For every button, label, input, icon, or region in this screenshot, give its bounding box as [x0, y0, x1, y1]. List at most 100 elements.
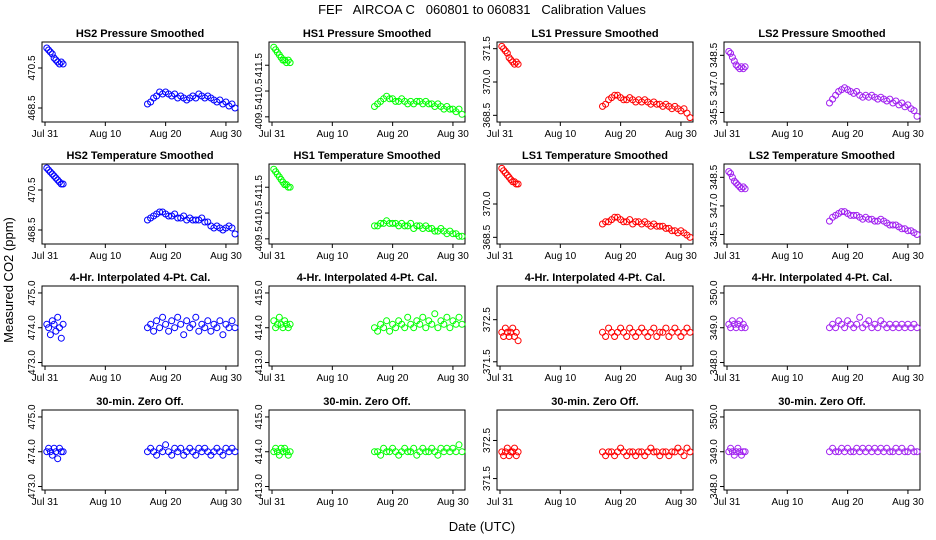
x-tick-label: Aug 10: [316, 129, 348, 140]
data-point: [503, 328, 511, 336]
y-tick-label: 414.0: [254, 315, 265, 340]
data-point: [455, 313, 463, 321]
plot-frame: [41, 41, 239, 123]
data-point: [509, 448, 517, 456]
y-tick-label: 371.5: [482, 349, 493, 374]
series-late: [371, 310, 466, 335]
data-point: [653, 100, 661, 108]
data-point: [617, 324, 625, 332]
data-point: [608, 328, 616, 336]
x-tick-label: Aug 10: [316, 373, 348, 384]
data-point: [45, 324, 53, 332]
data-point: [231, 104, 239, 112]
y-tick-label: 409.5: [254, 104, 265, 129]
panel-grid: HS2 Pressure Smoothed Jul 31 Aug 10 Aug 20 A…: [27, 28, 924, 508]
data-point: [741, 448, 749, 456]
panel-title: 30-min. Zero Off.: [551, 396, 638, 408]
data-point: [611, 213, 619, 221]
panel-12: 4-Hr. Interpolated 4-Pt. Cal. Jul 31 Aug 1…: [709, 272, 924, 384]
data-point: [741, 63, 749, 71]
plot-frame: [268, 163, 466, 245]
series-early: [725, 168, 749, 193]
y-tick-label: 473.0: [27, 474, 38, 499]
x-tick-label: Jul 31: [714, 373, 741, 384]
data-point: [413, 97, 421, 105]
data-point: [286, 320, 294, 328]
y-tick-label: 349.0: [709, 315, 720, 340]
data-point: [889, 221, 897, 229]
data-point: [898, 225, 906, 233]
y-tick-label: 415.0: [254, 280, 265, 305]
data-point: [455, 441, 463, 449]
x-tick-label: Aug 20: [377, 129, 409, 140]
series-early: [725, 48, 749, 73]
data-point: [838, 208, 846, 216]
series-late: [144, 441, 239, 459]
data-point: [213, 324, 221, 332]
x-tick-label: Aug 30: [210, 497, 242, 508]
series-early: [43, 313, 67, 342]
data-point: [446, 324, 454, 332]
series-early: [270, 43, 294, 67]
data-point: [727, 49, 735, 57]
x-tick-label: Aug 20: [150, 497, 182, 508]
series-early: [498, 42, 522, 68]
data-point: [219, 451, 227, 459]
series-late: [599, 324, 694, 340]
data-point: [286, 448, 294, 456]
y-tick-label: 350.0: [709, 404, 720, 429]
data-point: [425, 100, 433, 108]
plot-frame: [496, 41, 694, 123]
data-point: [284, 324, 292, 332]
data-point: [738, 185, 745, 193]
data-point: [458, 110, 466, 118]
series-early: [498, 164, 522, 188]
data-point: [455, 105, 463, 113]
data-point: [512, 328, 520, 336]
data-point: [725, 448, 733, 456]
plot-frame: [496, 409, 694, 491]
data-point: [602, 218, 610, 226]
x-tick-label: Jul 31: [32, 129, 59, 140]
data-point: [275, 313, 283, 321]
x-tick-label: Aug 10: [89, 251, 121, 262]
data-point: [45, 166, 53, 174]
data-point: [913, 448, 921, 456]
data-point: [45, 46, 53, 54]
data-point: [392, 324, 400, 332]
data-point: [177, 320, 185, 328]
data-point: [650, 448, 658, 456]
data-point: [503, 444, 511, 452]
data-point: [505, 333, 513, 340]
data-point: [498, 42, 506, 50]
y-tick-label: 475.0: [27, 404, 38, 429]
data-point: [446, 105, 454, 113]
panel-title: 30-min. Zero Off.: [323, 396, 410, 408]
data-point: [635, 328, 643, 336]
x-tick-label: Aug 10: [771, 373, 803, 384]
panel-title: HS1 Temperature Smoothed: [293, 150, 440, 162]
x-tick-label: Aug 10: [771, 129, 803, 140]
data-point: [183, 317, 191, 325]
data-point: [59, 180, 67, 188]
data-point: [728, 317, 736, 325]
data-point: [832, 324, 840, 332]
data-point: [425, 225, 433, 232]
panel-14: 30-min. Zero Off. Jul 31 Aug 10 Aug 20 Aug 3…: [254, 396, 469, 508]
x-axis-label: Date (UTC): [449, 519, 515, 534]
data-point: [727, 444, 735, 452]
plot-frame: [496, 163, 694, 245]
data-point: [392, 97, 400, 105]
data-point: [449, 230, 457, 238]
data-point: [277, 444, 285, 452]
y-tick-label: 372.5: [482, 428, 493, 453]
data-point: [686, 448, 694, 456]
data-point: [856, 313, 864, 321]
data-point: [910, 448, 918, 456]
series-late: [826, 208, 921, 238]
panel-3: LS1 Pressure Smoothed Jul 31 Aug 10 Aug 20 A…: [482, 28, 697, 140]
data-point: [43, 448, 51, 456]
x-tick-label: Aug 20: [150, 129, 182, 140]
y-tick-label: 350.0: [709, 280, 720, 305]
data-point: [512, 452, 520, 460]
